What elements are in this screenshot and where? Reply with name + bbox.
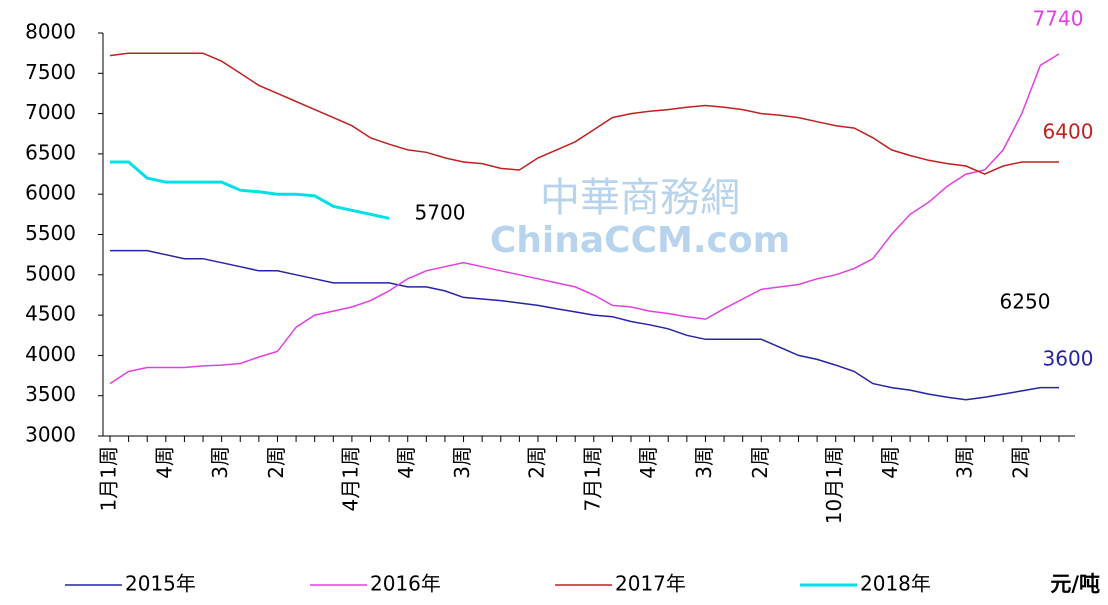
annotation: 6400 [1043, 120, 1094, 144]
y-tick-label: 3000 [25, 423, 76, 447]
y-tick-label: 6500 [25, 140, 76, 164]
x-tick-label: 4周 [878, 446, 902, 479]
series-line [110, 160, 390, 220]
watermark: ChinaCCM.com [490, 220, 790, 261]
x-tick-label: 3周 [692, 446, 716, 479]
annotation: 3600 [1043, 347, 1094, 371]
x-tick-label: 7月1周 [580, 446, 604, 511]
x-tick-label: 2周 [524, 446, 548, 479]
x-tick-label: 4周 [636, 446, 660, 479]
annotation: 5700 [415, 201, 466, 225]
x-tick-label: 4月1周 [338, 446, 362, 511]
x-tick-label: 1月1周 [97, 446, 121, 511]
x-tick-label: 2周 [264, 446, 288, 479]
unit-label: 元/吨 [1050, 572, 1100, 596]
legend-label: 2015年 [125, 572, 196, 596]
watermark: 中華商務網 [540, 175, 740, 221]
x-tick-label: 2周 [1008, 446, 1032, 479]
series-line [110, 249, 1059, 401]
y-tick-label: 4500 [25, 302, 76, 326]
legend-label: 2017年 [615, 572, 686, 596]
x-tick-label: 10月1周 [822, 446, 846, 524]
y-tick-label: 4000 [25, 342, 76, 366]
y-tick-label: 5000 [25, 261, 76, 285]
series-line [109, 53, 1060, 385]
series-line [109, 52, 1059, 175]
y-tick-label: 6000 [25, 181, 76, 205]
legend-label: 2016年 [370, 572, 441, 596]
x-tick-label: 3周 [952, 446, 976, 479]
x-tick-label: 4周 [152, 446, 176, 479]
x-tick-label: 3周 [208, 446, 232, 479]
annotation: 7740 [1033, 7, 1084, 31]
legend-label: 2018年 [860, 572, 931, 596]
x-tick-label: 3周 [450, 446, 474, 479]
y-tick-label: 5500 [25, 221, 76, 245]
y-tick-label: 7000 [25, 100, 76, 124]
annotation: 6250 [1000, 290, 1051, 314]
y-tick-label: 8000 [25, 20, 76, 44]
x-tick-label: 2周 [748, 446, 772, 479]
y-tick-label: 3500 [25, 382, 76, 406]
y-tick-label: 7500 [25, 60, 76, 84]
x-tick-label: 4周 [394, 446, 418, 479]
